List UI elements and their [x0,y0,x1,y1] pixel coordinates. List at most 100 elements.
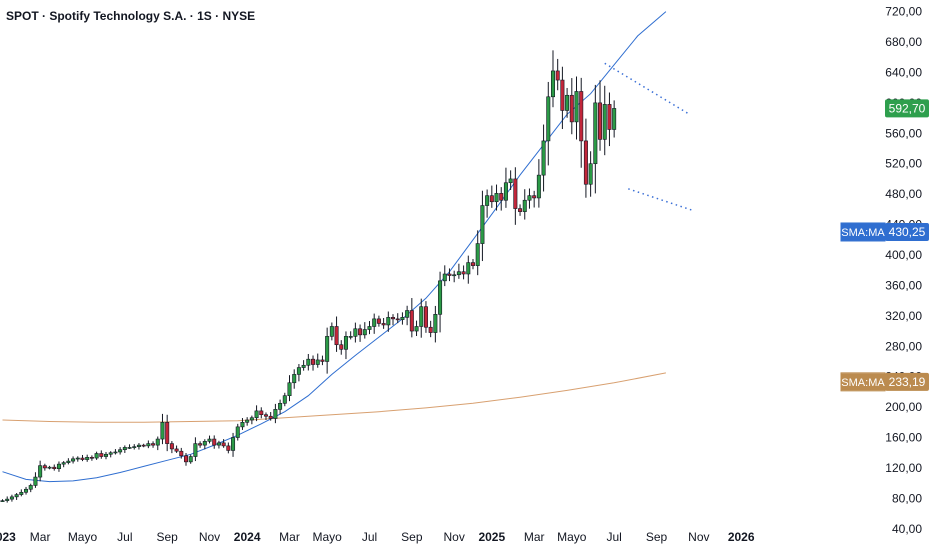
x-tick-label: 2026 [728,530,755,544]
candle [263,412,268,420]
candle-body [301,364,306,368]
ma-value-box [885,222,929,241]
y-tick-label: 520,00 [885,157,922,171]
candle [136,443,141,450]
candle [94,451,99,460]
candle-body [47,466,52,469]
channel-lower-line[interactable] [628,188,695,212]
candle-body [386,317,391,326]
candle-body [9,496,14,500]
candle-body [452,274,457,277]
candle [532,190,537,208]
candle [85,454,90,462]
candle [527,188,532,209]
candle-body [395,318,400,321]
candle [198,441,203,448]
time-axis[interactable]: 2023 Mar Mayo Jul Sep Nov 2024 Mar Mayo Jul Sep Nov… [0,530,755,544]
candle-body [527,195,532,201]
candle-body [99,453,104,457]
candle-body [104,453,109,457]
candle [193,437,198,462]
candle [607,92,612,147]
y-tick-label: 360,00 [885,278,922,292]
candle-body [583,140,588,185]
candle-body [466,262,471,275]
candle [104,451,109,460]
candle-body [475,243,480,266]
candle-body [75,457,80,460]
candle [207,435,212,444]
candle [593,84,598,194]
price-axis[interactable]: 720,00680,00640,00600,00560,00520,00480,… [885,5,922,536]
candle-body [240,422,245,428]
candle-body [348,336,353,338]
candle [452,270,457,283]
candle-body [503,182,508,201]
candle-body [522,199,527,212]
candle-body [278,402,283,410]
channel-lines [604,62,695,212]
candle-body [127,447,132,449]
candle-body [235,426,240,438]
candle [386,311,391,332]
candle [409,298,414,338]
candle-body [598,102,603,140]
channel-upper-line[interactable] [604,62,690,115]
candle-body [367,326,372,330]
candle-body [579,91,584,142]
candle-body [409,310,414,332]
candle-body [19,491,24,495]
candle [423,301,428,333]
candle [28,483,33,493]
candle [565,87,570,118]
candle [160,413,165,445]
candle-body [113,451,118,454]
candle-body [546,96,551,142]
candle [433,305,438,343]
y-tick-label: 640,00 [885,65,922,79]
candle [339,340,344,355]
candle-body [456,271,461,276]
y-tick-label: 80,00 [892,491,922,505]
candle-body [202,441,207,446]
ma-value-text: 430,25 [889,225,926,239]
candle [541,124,546,192]
candle-body [179,450,184,457]
candle-body [155,438,160,446]
candle [470,258,475,270]
x-tick-label: Nov [444,530,465,544]
candle [301,360,306,371]
candle-body [489,195,494,203]
candle [334,316,339,352]
y-tick-label: 280,00 [885,339,922,353]
candle-body [442,273,447,282]
candle-body [160,422,165,440]
candle [494,184,499,211]
y-tick-label: 40,00 [892,522,922,536]
candle [268,412,273,421]
candle [569,78,574,135]
candle [80,454,85,462]
candle-body [24,488,29,493]
candle [461,265,466,280]
candle-body [362,329,367,336]
candle [306,353,311,371]
candle [466,255,471,284]
last-price-tag [885,99,929,118]
y-tick-label: 720,00 [885,5,922,19]
candle [353,322,358,343]
ma-value-box [885,372,929,391]
candle [179,447,184,459]
candle-body [315,359,320,365]
candle-body [381,323,386,326]
y-tick-label: 200,00 [885,400,922,414]
candle [292,369,297,389]
candle [99,450,104,459]
candle [202,439,207,450]
candle [254,405,259,422]
candle [47,465,52,470]
candle-body [518,208,523,212]
candle [42,463,47,471]
candle-body [343,336,348,350]
